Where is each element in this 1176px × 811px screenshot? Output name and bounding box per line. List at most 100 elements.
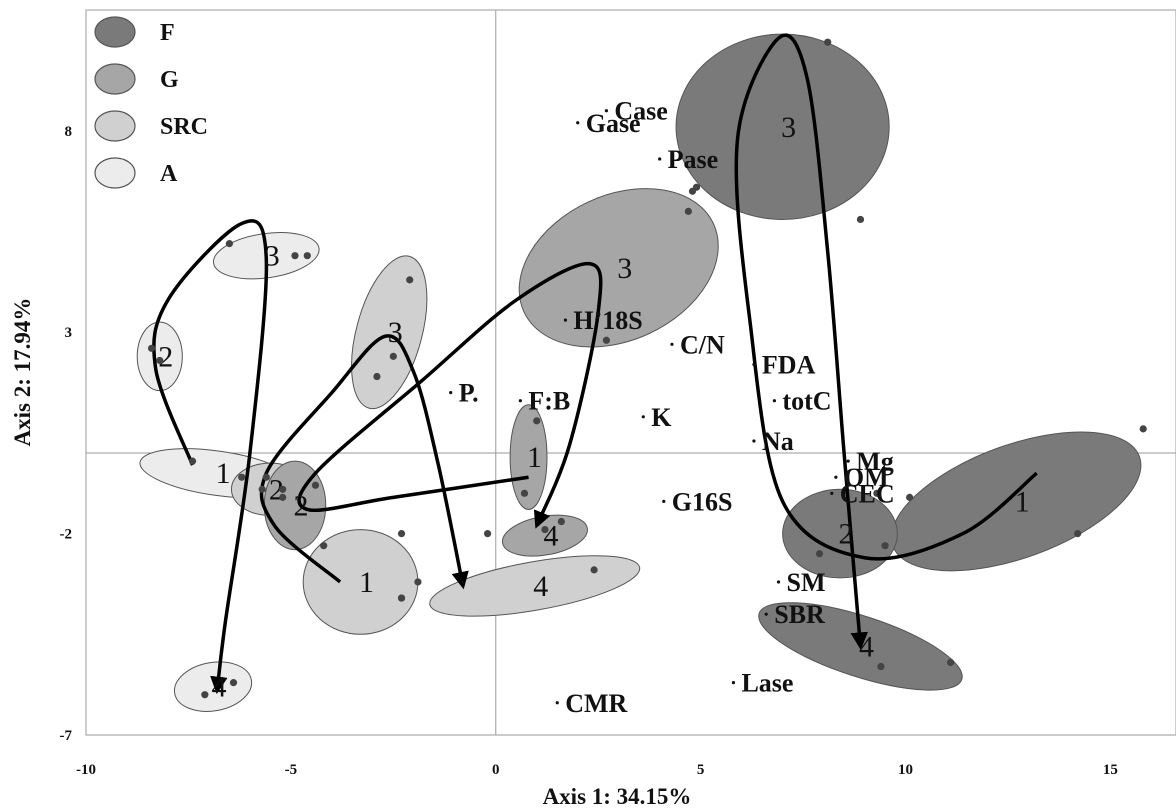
sample-point-src-2-1 (279, 493, 287, 501)
sample-point-g-2-0 (311, 481, 320, 489)
sample-point-a-2-0 (147, 344, 156, 352)
sample-point-a-1-0 (188, 457, 197, 465)
trajectory-f (734, 33, 1038, 650)
time-label-a-4: 4 (212, 671, 227, 704)
sample-point-a-3-2 (303, 252, 311, 260)
legend: FG SRC A (94, 16, 208, 189)
sample-point-g-4-0 (483, 530, 492, 538)
variable-point-om (834, 475, 838, 479)
time-label-src-4: 4 (533, 570, 548, 603)
time-label-f-2: 2 (838, 518, 853, 551)
variable-label-h-18s: H’18S (573, 306, 642, 335)
time-label-f-4: 4 (859, 630, 874, 663)
legend-swatch-f (94, 16, 136, 48)
sample-point-src-2-0 (262, 473, 270, 481)
x-tick-0: 0 (492, 762, 500, 778)
sample-point-f-1-2 (1074, 530, 1082, 538)
legend-swatch-g (94, 63, 136, 95)
variable-label-fda: FDA (762, 350, 816, 379)
sample-point-a-3-1 (291, 252, 299, 260)
sample-point-f-3-2 (692, 183, 701, 191)
variable-label-c-n: C/N (680, 330, 725, 359)
sample-point-f-4-0 (877, 662, 885, 671)
variable-point-na (752, 439, 756, 443)
y-tick-labels: 8 3 -2 -7 (60, 124, 73, 744)
variable-point-totc (772, 399, 777, 403)
variable-label-mg: Mg (856, 447, 894, 476)
trajectory-a (152, 219, 269, 695)
sample-point-src-1-2 (414, 578, 422, 586)
trajectory-src (259, 334, 469, 590)
variable-point-pase (658, 157, 662, 161)
variable-point-f-b (518, 399, 522, 403)
time-label-f-1: 1 (1015, 485, 1030, 518)
legend-swatch-src (94, 110, 136, 142)
variable-label-g16s: G16S (672, 487, 733, 516)
sample-point-f-2-0 (815, 550, 824, 558)
variable-point-sbr (764, 612, 768, 616)
ellipse-g-1 (509, 404, 548, 510)
legend-label-f: F (160, 20, 175, 46)
ellipse-g-3 (518, 188, 719, 348)
sample-point-a-3-0 (225, 240, 234, 248)
variable-point-cmr (555, 701, 559, 705)
sample-point-src-4-0 (590, 566, 598, 574)
legend-label-src: SRC (160, 114, 208, 140)
sample-point-g-3-2 (602, 336, 611, 344)
legend-label-a: A (160, 161, 178, 187)
x-tick-labels: -10 -5 0 5 10 15 (76, 762, 1118, 778)
x-tick-5: 5 (697, 762, 705, 778)
variable-point-gase (576, 121, 580, 125)
sample-point-f-1-0 (1139, 425, 1147, 433)
x-tick-10: 10 (898, 762, 913, 778)
sample-point-a-1-1 (238, 473, 246, 481)
y-tick--2: -2 (60, 527, 73, 543)
x-tick--10: -10 (76, 762, 96, 778)
variable-label-cec: CEC (840, 479, 895, 508)
time-label-a-2: 2 (158, 340, 173, 373)
time-label-g-2: 2 (293, 489, 308, 522)
sample-point-g-1-1 (520, 489, 529, 497)
variable-label-k: K (651, 403, 672, 432)
variable-label-cmr: CMR (565, 689, 627, 718)
sample-point-src-1-0 (320, 542, 328, 550)
time-label-a-3: 3 (265, 240, 280, 273)
ellipse-a-2 (136, 321, 183, 392)
trajectory-g (297, 261, 603, 529)
variable-label-case: Case (614, 97, 667, 126)
sample-point-src-3-0 (406, 276, 414, 284)
sample-point-g-3-0 (684, 207, 692, 215)
variable-point-c-n (670, 342, 674, 346)
x-tick-15: 15 (1103, 762, 1118, 778)
variable-point-lase (731, 681, 736, 685)
time-label-g-3: 3 (617, 252, 632, 285)
time-label-a-1: 1 (216, 457, 231, 490)
variable-label-totc: totC (782, 387, 831, 416)
variable-point-case (604, 109, 609, 113)
ellipse-src-4 (429, 555, 641, 617)
variable-point-k (641, 415, 645, 419)
sample-point-a-4-1 (229, 679, 238, 687)
plot-area (85, 9, 1176, 736)
sample-point-f-4-1 (947, 658, 955, 667)
variable-label-f-b: F:B (528, 387, 570, 416)
variable-label-p-: P. (459, 379, 479, 408)
sample-point-g-2-1 (279, 485, 287, 493)
time-label-src-1: 1 (359, 566, 374, 599)
variable-point-cec (830, 491, 834, 495)
x-tick--5: -5 (285, 762, 298, 778)
variable-point-p- (449, 391, 453, 395)
sample-point-g-1-0 (533, 417, 541, 425)
time-label-src-3: 3 (388, 316, 403, 349)
variable-label-sm: SM (787, 568, 826, 597)
sample-point-f-3-1 (856, 215, 865, 224)
sample-point-src-3-1 (389, 352, 397, 360)
legend-label-g: G (160, 67, 179, 93)
y-tick--7: -7 (60, 728, 73, 744)
sample-point-src-3-2 (373, 372, 381, 381)
y-axis-title: Axis 2: 17.94% (10, 298, 35, 447)
variable-point-h-18s (563, 318, 568, 322)
